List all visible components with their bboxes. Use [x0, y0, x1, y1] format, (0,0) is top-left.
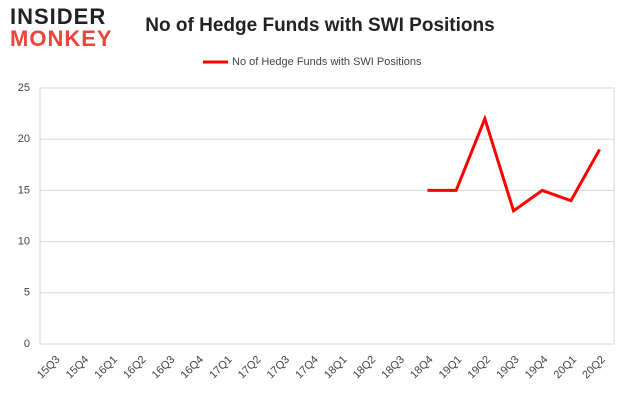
- chart-title: No of Hedge Funds with SWI Positions: [145, 15, 494, 36]
- x-tick-label: 17Q3: [265, 354, 293, 382]
- x-tick-label: 16Q3: [150, 354, 178, 382]
- x-tick-label: 18Q2: [351, 354, 379, 382]
- series-line: [427, 114, 601, 214]
- x-tick-label: 15Q4: [64, 354, 92, 382]
- x-tick-label: 20Q2: [580, 354, 608, 382]
- x-tick-label: 17Q4: [293, 354, 321, 382]
- y-tick-label: 5: [24, 287, 30, 299]
- logo-top: INSIDER: [10, 4, 106, 29]
- x-tick-label: 19Q2: [466, 354, 494, 382]
- x-tick-label: 19Q4: [523, 354, 551, 382]
- x-tick-label: 16Q4: [179, 354, 207, 382]
- x-tick-label: 18Q3: [379, 354, 407, 382]
- x-tick-label: 19Q3: [494, 354, 522, 382]
- x-tick-label: 18Q1: [322, 354, 350, 382]
- x-tick-label: 16Q1: [92, 354, 120, 382]
- plot-area: [39, 87, 615, 345]
- x-tick-label: 18Q4: [408, 354, 436, 382]
- y-tick-label: 15: [18, 184, 30, 196]
- x-tick-label: 20Q1: [552, 354, 580, 382]
- x-tick-label: 15Q3: [35, 354, 63, 382]
- y-tick-label: 10: [18, 236, 30, 248]
- x-tick-label: 16Q2: [121, 354, 149, 382]
- x-tick-label: 19Q1: [437, 354, 465, 382]
- x-tick-label: 17Q1: [207, 354, 235, 382]
- y-tick-label: 25: [18, 82, 30, 94]
- x-tick-label: 17Q2: [236, 354, 264, 382]
- logo-bottom: MONKEY: [10, 26, 113, 51]
- legend-label: No of Hedge Funds with SWI Positions: [232, 56, 422, 68]
- y-tick-label: 0: [24, 338, 30, 350]
- y-tick-label: 20: [18, 133, 30, 145]
